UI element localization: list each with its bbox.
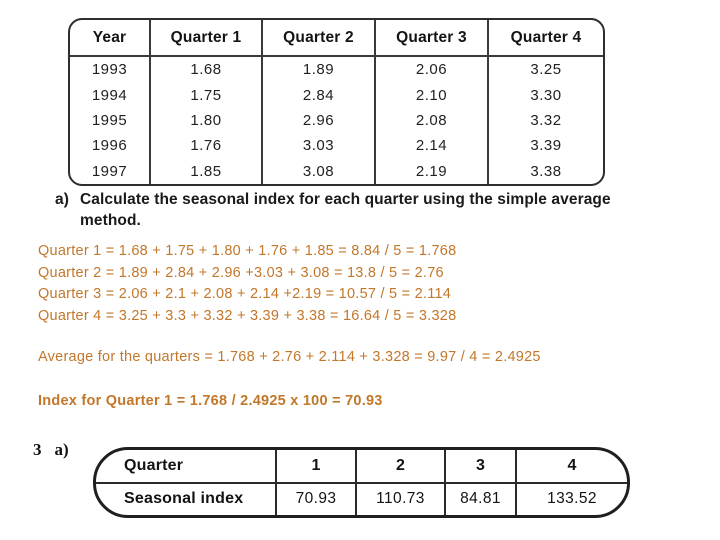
index-calculation-line: Index for Quarter 1 = 1.768 / 2.4925 x 1…: [38, 393, 383, 409]
table-header-row: Year Quarter 1 Quarter 2 Quarter 3 Quart…: [70, 20, 603, 57]
value-cell: 3.30: [487, 82, 603, 108]
table-row-1994: 1994 1.75 2.84 2.10 3.30: [70, 82, 603, 108]
question: a) Calculate the seasonal index for each…: [55, 189, 652, 231]
value-cell: 2.14: [374, 133, 488, 159]
value-cell: 2.96: [261, 107, 375, 134]
value-cell: 2.19: [374, 158, 488, 184]
quarter-row-label: Quarter: [96, 450, 276, 484]
value-cell: 3.32: [487, 107, 603, 134]
table-row-1993: 1993 1.68 1.89 2.06 3.25: [70, 56, 603, 83]
seasonal-index-value: 110.73: [355, 482, 445, 515]
quarter-number: 3: [444, 450, 516, 484]
table-row-1997: 1997 1.85 3.08 2.19 3.38: [70, 158, 603, 184]
table-row-1996: 1996 1.76 3.03 2.14 3.39: [70, 133, 603, 159]
question-number: 3: [33, 440, 42, 459]
col-header-quarter3: Quarter 3: [374, 20, 488, 57]
col-header-quarter4: Quarter 4: [487, 20, 603, 57]
value-cell: 2.08: [374, 107, 488, 134]
year-cell: 1995: [91, 112, 128, 130]
value-cell: 1.85: [149, 158, 262, 184]
value-cell: 2.10: [374, 82, 488, 108]
value-cell: 1.80: [149, 107, 262, 134]
value-cell: 2.06: [374, 56, 488, 83]
value-cell: 3.25: [487, 56, 603, 83]
value-cell: 3.03: [261, 133, 375, 159]
value-cell: 1.76: [149, 133, 262, 159]
seasonal-index-value: 133.52: [515, 482, 627, 515]
solution-line-quarter1: Quarter 1 = 1.68 + 1.75 + 1.80 + 1.76 + …: [38, 243, 457, 259]
col-header-year: Year: [70, 20, 150, 57]
question-text: Calculate the seasonal index for each qu…: [79, 191, 611, 229]
year-quarter-data-table: Year Quarter 1 Quarter 2 Quarter 3 Quart…: [68, 18, 605, 186]
seasonal-index-value: 84.81: [444, 482, 516, 515]
answer-part-label: a): [54, 440, 69, 459]
value-cell: 3.38: [487, 158, 603, 184]
solution-working: Quarter 1 = 1.68 + 1.75 + 1.80 + 1.76 + …: [38, 241, 456, 327]
answer-label: 3 a): [33, 440, 69, 460]
value-cell: 1.89: [261, 56, 375, 83]
col-header-quarter1: Quarter 1: [149, 20, 262, 57]
year-cell: 1994: [91, 86, 128, 104]
question-part-label: a): [55, 191, 69, 208]
year-quarter-table-grid: Year Quarter 1 Quarter 2 Quarter 3 Quart…: [70, 20, 603, 184]
year-cell: 1993: [91, 61, 128, 79]
table-row-1995: 1995 1.80 2.96 2.08 3.32: [70, 107, 603, 134]
quarter-number: 4: [515, 450, 627, 484]
col-header-quarter2: Quarter 2: [261, 20, 375, 57]
value-cell: 3.39: [487, 133, 603, 159]
solution-line-quarter3: Quarter 3 = 2.06 + 2.1 + 2.08 + 2.14 +2.…: [38, 286, 452, 303]
quarter-number: 2: [355, 450, 445, 484]
solution-line-quarter4: Quarter 4 = 3.25 + 3.3 + 3.32 + 3.39 + 3…: [38, 307, 457, 324]
value-cell: 1.75: [149, 82, 262, 108]
value-cell: 2.84: [261, 82, 375, 108]
year-cell: 1996: [91, 137, 128, 155]
value-cell: 1.68: [149, 56, 262, 83]
solution-line-quarter2: Quarter 2 = 1.89 + 2.84 + 2.96 +3.03 + 3…: [38, 264, 444, 281]
average-calculation-line: Average for the quarters = 1.768 + 2.76 …: [38, 349, 541, 365]
seasonal-index-value: 70.93: [275, 482, 356, 515]
year-cell: 1997: [91, 162, 128, 180]
seasonal-index-answer-table: Quarter 1 2 3 4 Seasonal index 70.93 110…: [93, 447, 630, 518]
seasonal-index-row: Seasonal index 70.93 110.73 84.81 133.52: [96, 482, 627, 515]
quarter-header-row: Quarter 1 2 3 4: [96, 450, 627, 484]
value-cell: 3.08: [261, 158, 375, 184]
seasonal-index-row-label: Seasonal index: [124, 490, 244, 508]
seasonal-index-table-grid: Quarter 1 2 3 4 Seasonal index 70.93 110…: [96, 450, 627, 515]
quarter-number: 1: [275, 450, 356, 484]
